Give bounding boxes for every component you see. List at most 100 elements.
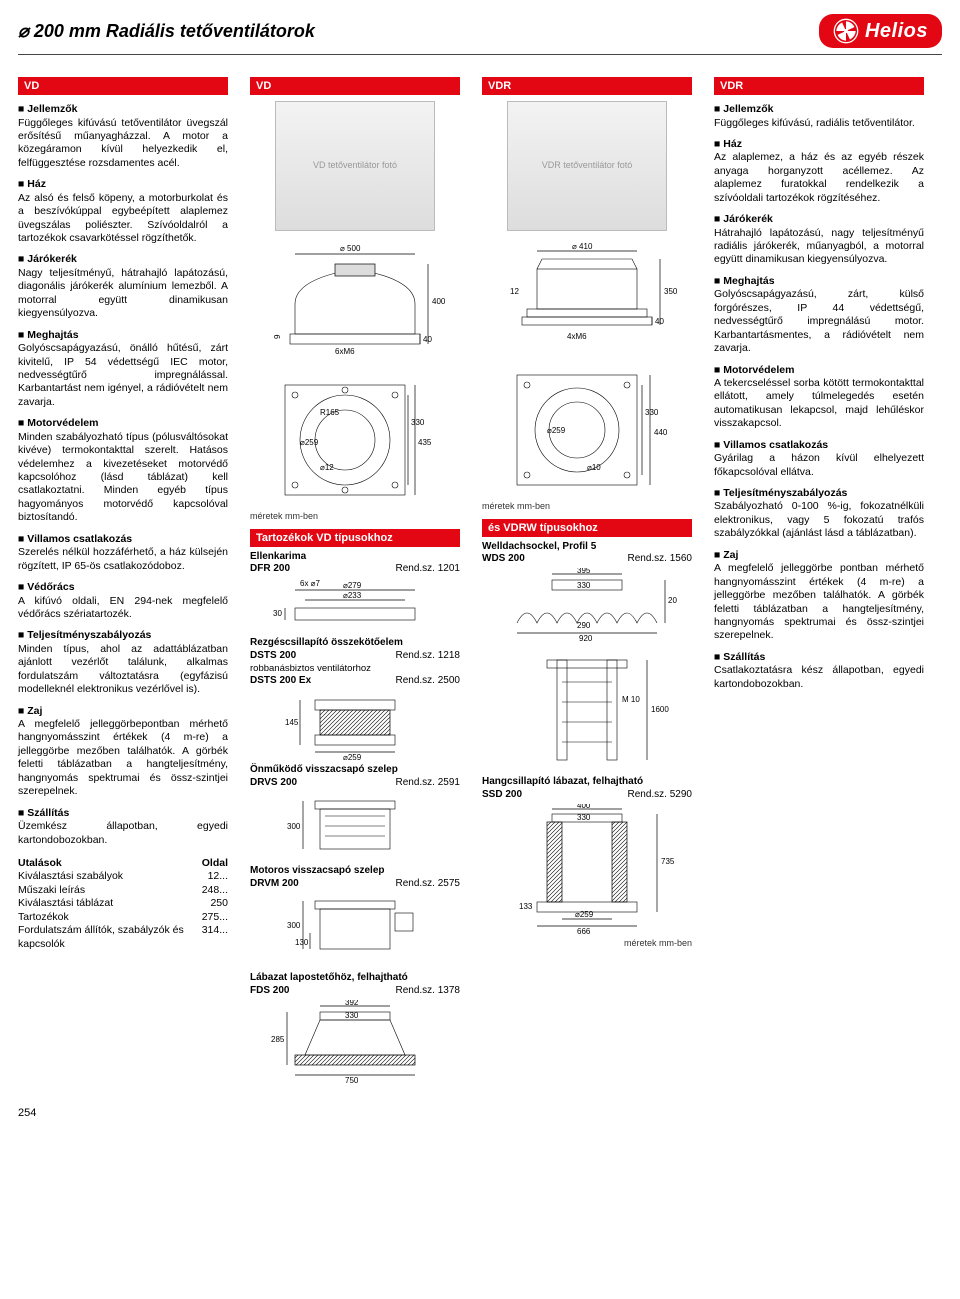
svg-text:⌀12: ⌀12 [320,463,334,472]
svg-text:⌀ 500: ⌀ 500 [340,244,361,253]
svg-text:350: 350 [664,287,678,296]
para: Az alsó és felső köpeny, a motorburkolat… [18,192,228,246]
para: Golyóscsapágyazású, önálló hűtésű, zárt … [18,342,228,409]
ssd-diagram: 400 330 735 133 ⌀259 666 [497,804,677,934]
acc-ord: Rend.sz. 2575 [396,878,461,891]
acc-type2: DSTS 200 Ex [250,675,311,688]
acc-ord: Rend.sz. 1201 [396,563,461,576]
svg-text:440: 440 [654,428,668,437]
acc-type: DFR 200 [250,563,290,576]
ref-label: Kiválasztási táblázat [18,897,113,910]
acc-ord: Rend.sz. 1378 [396,985,461,998]
ref-label: Műszaki leírás [18,884,85,897]
ref-page: 314... [202,924,228,951]
sec-zaj: Zaj [18,705,228,718]
acc-type: FDS 200 [250,985,289,998]
col2-head: VD [250,77,460,95]
fan-icon [833,18,859,44]
drvm-diagram: 300 130 [265,893,445,968]
acc-drvm200: Motoros visszacsapó szelep DRVM 200Rend.… [250,865,460,968]
acc-ssd200: Hangcsillapító lábazat, felhajtható SSD … [482,776,692,934]
para: Csatlakoztatásra kész állapotban, egyedi… [714,664,924,691]
svg-text:330: 330 [411,418,425,427]
ref-head-r: Oldal [202,857,228,870]
sec-haz: Ház [18,178,228,191]
col3-head: VDR [482,77,692,95]
para: Függőleges kifúvású tetőventilátor üvegs… [18,117,228,171]
svg-text:1600: 1600 [651,705,669,714]
fds-diagram: 392 330 285 750 [265,1000,445,1085]
col4-head: VDR [714,77,924,95]
svg-text:666: 666 [577,927,591,934]
svg-text:735: 735 [661,857,675,866]
acc-fds200: Lábazat lapostetőhöz, felhajtható FDS 20… [250,972,460,1085]
svg-text:750: 750 [345,1076,359,1085]
svg-text:392: 392 [345,1000,359,1007]
vd-plan-diagram: 435 330 ⌀12 R165 ⌀259 [260,375,450,505]
page-number: 254 [18,1107,942,1119]
svg-text:300: 300 [287,921,301,930]
para: Üzemkész állapotban, egyedi kartondobozo… [18,820,228,847]
svg-text:⌀233: ⌀233 [343,591,362,600]
svg-text:330: 330 [345,1011,359,1020]
para: Golyóscsapágyazású, zárt, külső forgórés… [714,288,924,355]
vd-side-diagram: ⌀ 500 400 40 9 6xM6 [260,239,450,369]
dims-caption: méretek mm-ben [250,511,460,523]
svg-text:400: 400 [432,297,446,306]
sec-villamos: Villamos csatlakozás [18,533,228,546]
svg-text:30: 30 [273,609,282,618]
ref-page: 275... [202,911,228,924]
ref-page: 12... [208,870,228,883]
svg-text:285: 285 [271,1035,285,1044]
sec-teljesitmeny: Teljesítményszabályozás [714,487,924,500]
para: Minden szabályozható típus (pólusváltóso… [18,431,228,525]
para: Szabályozható 0-100 %-ig, fokozatnélküli… [714,500,924,540]
photo-alt: VDR tetőventilátor fotó [542,160,633,172]
acc-title: Welldachsockel, Profil 5 [482,541,596,554]
svg-text:M 10: M 10 [622,695,640,704]
acc-type: DRVM 200 [250,878,299,891]
acc-type: DRVS 200 [250,777,297,790]
photo-alt: VD tetőventilátor fotó [313,160,397,172]
acc-sub: robbanásbiztos ventilátorhoz [250,663,371,675]
svg-text:395: 395 [577,568,591,575]
acc-dsts200: Rezgéscsillapító összekötőelem DSTS 200R… [250,637,460,760]
sec-jarokerek: Járókerék [18,253,228,266]
ref-head-l: Utalások [18,857,62,870]
vdr-photo: VDR tetőventilátor fotó [507,101,667,231]
svg-text:6x ⌀7: 6x ⌀7 [300,579,320,588]
svg-text:290: 290 [577,621,591,630]
column-vdr-text: VDR Jellemzők Függőleges kifúvású, radiá… [714,77,924,1089]
acc-title: Lábazat lapostetőhöz, felhajtható [250,972,408,985]
acc-title: Ellenkarima [250,551,306,564]
svg-text:330: 330 [577,813,591,822]
acc-wds200: Welldachsockel, Profil 5 WDS 200Rend.sz.… [482,541,692,649]
sec-meghajtas: Meghajtás [18,329,228,342]
dims-caption: méretek mm-ben [482,938,692,950]
page-title: ⌀ 200 mm Radiális tetőventilátorok [18,21,315,42]
sec-jellemzok: Jellemzők [18,103,228,116]
svg-text:6xM6: 6xM6 [335,347,355,356]
svg-text:R165: R165 [320,408,340,417]
brand-logo: Helios [819,14,942,48]
svg-text:920: 920 [579,634,593,643]
sec-jarokerek: Járókerék [714,213,924,226]
sec-teljesitmeny: Teljesítményszabályozás [18,629,228,642]
acc-ord: Rend.sz. 5290 [628,789,693,802]
svg-text:300: 300 [287,822,301,831]
svg-text:435: 435 [418,438,432,447]
para: Gyárilag a házon kívül elhelyezett főkap… [714,452,924,479]
para: A kifúvó oldali, EN 294-nek megfelelő vé… [18,595,228,622]
references: UtalásokOldal Kiválasztási szabályok12..… [18,857,228,951]
accessories-bar: és VDRW típusokhoz [482,519,692,537]
sec-jellemzok: Jellemzők [714,103,924,116]
svg-text:12: 12 [510,287,519,296]
acc-dfr200: Ellenkarima DFR 200Rend.sz. 1201 ⌀279 ⌀2… [250,551,460,634]
svg-text:⌀10: ⌀10 [587,463,601,472]
svg-text:330: 330 [577,581,591,590]
acc-ord2: Rend.sz. 2500 [396,675,461,688]
svg-text:⌀259: ⌀259 [547,426,566,435]
para: A megfelelő jelleggörbepontban mérhető h… [18,718,228,799]
svg-text:⌀259: ⌀259 [343,753,362,760]
accessories-bar: Tartozékok VD típusokhoz [250,529,460,547]
